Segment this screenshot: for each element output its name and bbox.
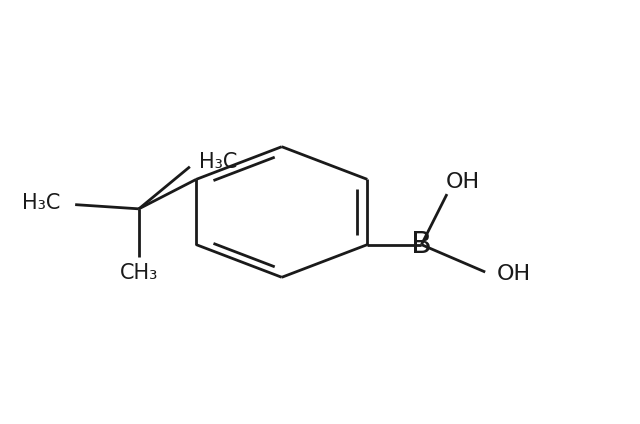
- Text: B: B: [411, 230, 432, 259]
- Text: H₃C: H₃C: [22, 192, 61, 212]
- Text: OH: OH: [497, 264, 531, 284]
- Text: H₃C: H₃C: [199, 152, 237, 172]
- Text: CH₃: CH₃: [120, 263, 159, 283]
- Text: OH: OH: [446, 172, 480, 192]
